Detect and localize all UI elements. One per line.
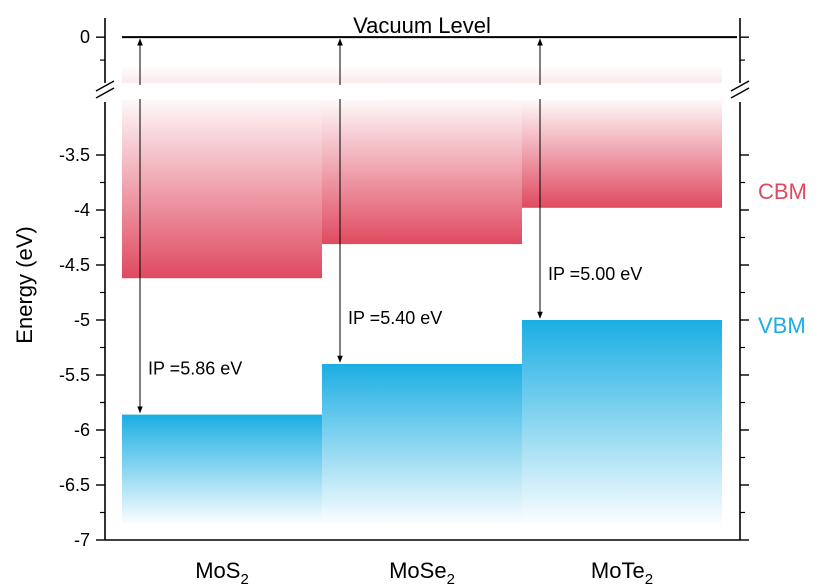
- x-tick-label-mos2: MoS2: [195, 558, 249, 585]
- right-axis-break-mark-2: [730, 87, 750, 99]
- y-tick-label: -7: [74, 530, 90, 550]
- axes-layer: [95, 18, 750, 541]
- vbm-band-mote2: [522, 320, 722, 524]
- y-tick-label: -5.5: [59, 365, 90, 385]
- y-tick-label: -6: [74, 420, 90, 440]
- vbm-label: VBM: [758, 313, 806, 338]
- x-tick-label-mose2: MoSe2: [389, 558, 455, 585]
- labels-layer: IP =5.86 eV MoS2 IP =5.40 eV MoSe2 IP =5.00 …: [12, 13, 807, 585]
- cbm-band-upper-mose2: [322, 65, 522, 83]
- y-tick-label: -4: [74, 200, 90, 220]
- right-axis-break-mark-1: [730, 80, 750, 92]
- vacuum-level-label: Vacuum Level: [353, 13, 491, 38]
- y-tick-label: -3.5: [59, 145, 90, 165]
- ip-label-mose2: IP =5.40 eV: [348, 308, 442, 328]
- vbm-band-mos2: [122, 414, 322, 524]
- y-tick-label: -4.5: [59, 255, 90, 275]
- cbm-label: CBM: [758, 179, 807, 204]
- ip-label-mote2: IP =5.00 eV: [548, 264, 642, 284]
- y-axis-label: Energy (eV): [12, 226, 37, 343]
- x-tick-label-mote2: MoTe2: [591, 558, 653, 585]
- ip-label-mos2: IP =5.86 eV: [148, 359, 242, 379]
- y-tick-label: 0: [80, 27, 90, 47]
- y-tick-label: -5: [74, 310, 90, 330]
- cbm-band-upper-mos2: [122, 65, 322, 83]
- cbm-band-mose2: [322, 100, 522, 245]
- cbm-band-mos2: [122, 100, 322, 279]
- left-axis-break-mark-1: [95, 80, 115, 92]
- axis-break-gap: [95, 85, 750, 99]
- bands-layer: [122, 65, 722, 524]
- left-axis-break-mark-2: [95, 87, 115, 99]
- y-tick-label: -6.5: [59, 475, 90, 495]
- cbm-band-mote2: [522, 100, 722, 208]
- vbm-band-mose2: [322, 364, 522, 524]
- ip-arrows-layer: [137, 38, 543, 414]
- cbm-band-upper-mote2: [522, 65, 722, 83]
